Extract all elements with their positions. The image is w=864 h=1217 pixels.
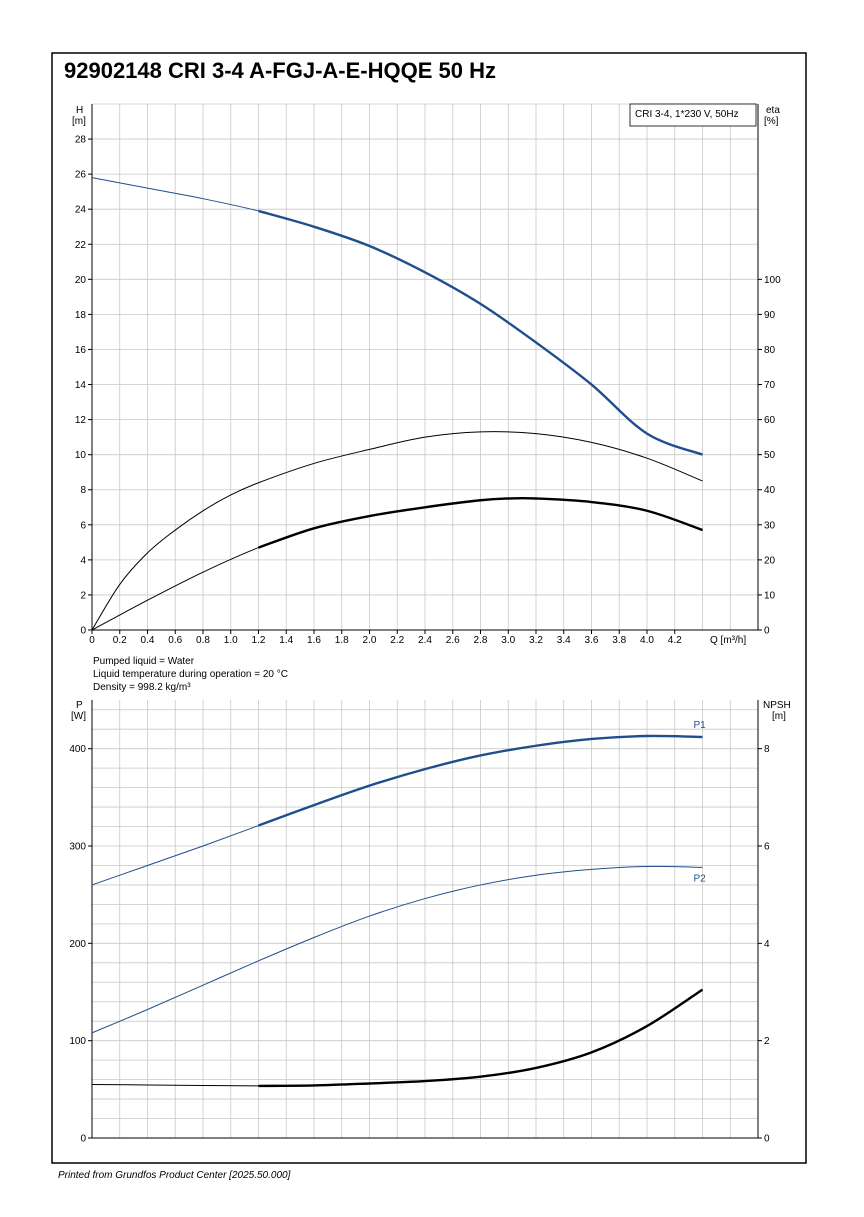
- x-tick-label: 2.0: [363, 635, 377, 646]
- head-chart-series: [91, 177, 703, 631]
- x-tick-label: 2.8: [474, 635, 488, 646]
- x-tick-label: 3.4: [557, 635, 571, 646]
- x-tick-label: 0.8: [196, 635, 210, 646]
- y-axis-label-p: P [W]: [71, 700, 86, 722]
- y-tick-label: 22: [75, 240, 87, 251]
- power-chart-series: P1 P2: [91, 720, 707, 1088]
- page-title: 92902148 CRI 3-4 A-FGJ-A-E-HQQE 50 Hz: [64, 58, 496, 83]
- y2-axis-label-eta-line1: eta: [766, 105, 780, 116]
- x-tick-label: 1.0: [224, 635, 238, 646]
- x-tick-label: 0: [89, 635, 95, 646]
- y2-tick-label: 2: [764, 1036, 770, 1047]
- y-tick-label: 18: [75, 310, 87, 321]
- y-tick-label: 200: [69, 939, 86, 950]
- y-axis-label-h-line2: [m]: [72, 116, 86, 127]
- series-label-p2: P2: [694, 873, 707, 884]
- y2-axis-label-npsh: NPSH [m]: [763, 700, 791, 722]
- y2-tick-label: 60: [764, 415, 776, 426]
- x-tick-label: 3.6: [585, 635, 599, 646]
- y-tick-label: 16: [75, 345, 87, 356]
- eta-curve-1-thin: [91, 431, 703, 631]
- y-tick-label: 4: [80, 555, 86, 566]
- note-pumped-liquid: Pumped liquid = Water: [93, 656, 195, 667]
- y2-tick-label: 70: [764, 380, 776, 391]
- y2-tick-label: 0: [764, 1134, 770, 1145]
- y-axis-label-p-line1: P: [76, 700, 83, 711]
- y2-tick-label: 10: [764, 590, 776, 601]
- x-tick-label: 1.6: [307, 635, 321, 646]
- y2-tick-label: 30: [764, 520, 776, 531]
- head-efficiency-chart: 0246810121416182022242628010203040506070…: [72, 103, 781, 646]
- y-tick-label: 2: [80, 590, 86, 601]
- y-tick-label: 10: [75, 450, 87, 461]
- y-tick-label: 100: [69, 1036, 86, 1047]
- legend-box-text: CRI 3-4, 1*230 V, 50Hz: [635, 109, 739, 120]
- y2-tick-label: 8: [764, 744, 770, 755]
- y-tick-label: 20: [75, 275, 87, 286]
- x-tick-label: 0.4: [141, 635, 155, 646]
- legend-box: [629, 103, 757, 127]
- x-tick-label: 3.0: [501, 635, 515, 646]
- y2-tick-label: 20: [764, 555, 776, 566]
- y2-tick-label: 0: [764, 626, 770, 637]
- y-axis-label-h: H [m]: [72, 105, 86, 127]
- y2-axis-label-eta: eta [%]: [764, 105, 780, 127]
- y2-tick-label: 6: [764, 842, 770, 853]
- power-npsh-chart: 0 100 200 300 400 0 2 4 6 8 P [W] NPSH [m] P1 P2: [69, 700, 791, 1145]
- eta-curve-2-duty-range: [258, 496, 703, 549]
- y-axis-label-h-line1: H: [76, 105, 83, 116]
- x-tick-label: 4.2: [668, 635, 682, 646]
- y-axis-label-p-line2: [W]: [71, 711, 86, 722]
- y2-axis-label-npsh-line1: NPSH: [763, 700, 791, 711]
- x-tick-label: 0.2: [113, 635, 127, 646]
- sheet-frame: [51, 52, 807, 1164]
- y-tick-label: 24: [75, 205, 87, 216]
- y-tick-label: 300: [69, 842, 86, 853]
- y2-tick-label: 90: [764, 310, 776, 321]
- y2-tick-label: 40: [764, 485, 776, 496]
- x-tick-label: 1.8: [335, 635, 349, 646]
- y2-tick-label: 4: [764, 939, 770, 950]
- head-chart-ticks: 0246810121416182022242628010203040506070…: [75, 135, 781, 646]
- y-tick-label: 6: [80, 520, 86, 531]
- y2-axis-label-eta-line2: [%]: [764, 116, 779, 127]
- y-tick-label: 26: [75, 170, 87, 181]
- x-tick-label: 3.2: [529, 635, 543, 646]
- power-chart-ticks: 0 100 200 300 400 0 2 4 6 8: [69, 744, 770, 1144]
- y2-tick-label: 100: [764, 275, 781, 286]
- x-tick-label: 2.6: [446, 635, 460, 646]
- footer-printed-from: Printed from Grundfos Product Center [20…: [58, 1170, 291, 1181]
- x-axis-label-q: Q [m³/h]: [710, 635, 746, 646]
- head-curve-duty-range: [258, 209, 703, 456]
- y-tick-label: 8: [80, 485, 86, 496]
- x-tick-label: 2.2: [390, 635, 404, 646]
- x-tick-label: 1.4: [279, 635, 293, 646]
- y-tick-label: 12: [75, 415, 87, 426]
- x-tick-label: 4.0: [640, 635, 654, 646]
- note-liquid-temperature: Liquid temperature during operation = 20…: [93, 669, 288, 680]
- y2-axis-label-npsh-line2: [m]: [772, 711, 786, 722]
- y2-tick-label: 80: [764, 345, 776, 356]
- x-tick-label: 1.2: [252, 635, 266, 646]
- y-tick-label: 28: [75, 135, 87, 146]
- y-tick-label: 0: [80, 626, 86, 637]
- x-tick-label: 3.8: [612, 635, 626, 646]
- x-tick-label: 0.6: [168, 635, 182, 646]
- power-chart-grid: [92, 700, 758, 1138]
- y-tick-label: 14: [75, 380, 87, 391]
- series-label-p1: P1: [694, 720, 707, 731]
- head-chart-grid: [92, 103, 758, 630]
- x-tick-label: 2.4: [418, 635, 432, 646]
- p1-curve-duty-range: [258, 734, 703, 827]
- note-density: Density = 998.2 kg/m³: [93, 682, 191, 693]
- y-tick-label: 0: [80, 1134, 86, 1145]
- npsh-curve-duty-range: [258, 988, 704, 1088]
- y2-tick-label: 50: [764, 450, 776, 461]
- p2-curve-thin: [91, 865, 703, 1034]
- y-tick-label: 400: [69, 744, 86, 755]
